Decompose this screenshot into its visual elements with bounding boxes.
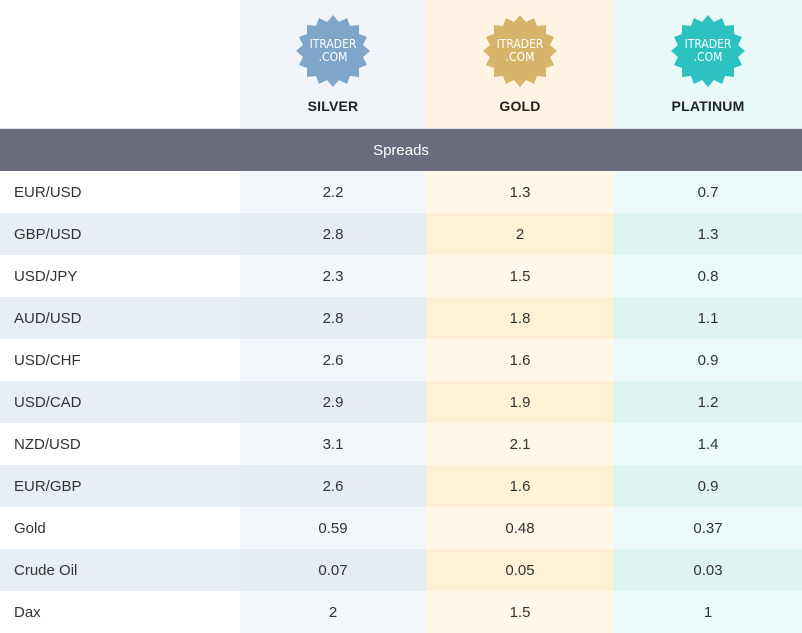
- badge-line-1: ITRADER: [309, 37, 357, 51]
- gold-spread-value: 1.6: [426, 465, 614, 507]
- plan-column-gold: ITRADER .COM GOLD: [426, 0, 614, 128]
- header-blank-cell: [0, 0, 240, 128]
- badge-line-2: .COM: [505, 50, 535, 64]
- platinum-spread-value: 1.3: [614, 213, 802, 255]
- platinum-spread-value: 0.9: [614, 465, 802, 507]
- table-row: Dax 2 1.5 1: [0, 591, 802, 633]
- table-row: AUD/USD 2.8 1.8 1.1: [0, 297, 802, 339]
- platinum-spread-value: 1.4: [614, 423, 802, 465]
- plan-name-platinum: PLATINUM: [671, 98, 745, 114]
- table-row: USD/CAD 2.9 1.9 1.2: [0, 381, 802, 423]
- silver-spread-value: 0.07: [240, 549, 426, 591]
- instrument-label: NZD/USD: [0, 423, 240, 465]
- silver-spread-value: 2.8: [240, 297, 426, 339]
- silver-spread-value: 2.9: [240, 381, 426, 423]
- badge-text: ITRADER .COM: [479, 10, 561, 92]
- gold-spread-value: 2: [426, 213, 614, 255]
- gold-spread-value: 1.9: [426, 381, 614, 423]
- silver-spread-value: 2.2: [240, 171, 426, 213]
- instrument-label: USD/JPY: [0, 255, 240, 297]
- plan-header-row: ITRADER .COM SILVER ITRADER .COM GOLD: [0, 0, 802, 129]
- badge-shape: [483, 15, 557, 87]
- instrument-label: AUD/USD: [0, 297, 240, 339]
- badge-shape: [671, 15, 745, 87]
- badge-star-shape: [483, 15, 557, 87]
- table-row: EUR/GBP 2.6 1.6 0.9: [0, 465, 802, 507]
- instrument-label: Gold: [0, 507, 240, 549]
- silver-spread-value: 2.3: [240, 255, 426, 297]
- section-title: Spreads: [373, 141, 429, 159]
- silver-spread-value: 2.6: [240, 339, 426, 381]
- badge-line-2: .COM: [318, 50, 348, 64]
- platinum-spread-value: 1: [614, 591, 802, 633]
- table-row: GBP/USD 2.8 2 1.3: [0, 213, 802, 255]
- instrument-label: EUR/GBP: [0, 465, 240, 507]
- badge-line-1: ITRADER: [684, 37, 732, 51]
- plan-column-platinum: ITRADER .COM PLATINUM: [614, 0, 802, 128]
- itrader-badge-icon: ITRADER .COM: [292, 10, 374, 92]
- platinum-spread-value: 0.03: [614, 549, 802, 591]
- platinum-spread-value: 0.8: [614, 255, 802, 297]
- instrument-label: GBP/USD: [0, 213, 240, 255]
- badge-text: ITRADER .COM: [667, 10, 749, 92]
- platinum-spread-value: 1.1: [614, 297, 802, 339]
- plan-column-silver: ITRADER .COM SILVER: [240, 0, 426, 128]
- silver-spread-value: 3.1: [240, 423, 426, 465]
- silver-spread-value: 2.8: [240, 213, 426, 255]
- gold-spread-value: 1.6: [426, 339, 614, 381]
- badge-star-shape: [296, 15, 370, 87]
- plan-name-gold: GOLD: [499, 98, 541, 114]
- gold-spread-value: 1.3: [426, 171, 614, 213]
- gold-spread-value: 1.5: [426, 591, 614, 633]
- silver-spread-value: 0.59: [240, 507, 426, 549]
- gold-spread-value: 0.05: [426, 549, 614, 591]
- silver-spread-value: 2.6: [240, 465, 426, 507]
- gold-spread-value: 1.5: [426, 255, 614, 297]
- badge-shape: [296, 15, 370, 87]
- badge-line-2: .COM: [693, 50, 723, 64]
- instrument-label: Dax: [0, 591, 240, 633]
- instrument-label: EUR/USD: [0, 171, 240, 213]
- gold-spread-value: 1.8: [426, 297, 614, 339]
- gold-spread-value: 2.1: [426, 423, 614, 465]
- badge-line-1: ITRADER: [496, 37, 544, 51]
- platinum-spread-value: 0.37: [614, 507, 802, 549]
- section-header-spreads: Spreads: [0, 129, 802, 171]
- platinum-spread-value: 0.7: [614, 171, 802, 213]
- table-row: NZD/USD 3.1 2.1 1.4: [0, 423, 802, 465]
- platinum-spread-value: 1.2: [614, 381, 802, 423]
- plan-name-silver: SILVER: [307, 98, 359, 114]
- itrader-badge-icon: ITRADER .COM: [667, 10, 749, 92]
- gold-spread-value: 0.48: [426, 507, 614, 549]
- badge-text: ITRADER .COM: [292, 10, 374, 92]
- itrader-badge-icon: ITRADER .COM: [479, 10, 561, 92]
- badge-star-shape: [671, 15, 745, 87]
- instrument-label: USD/CHF: [0, 339, 240, 381]
- table-row: Crude Oil 0.07 0.05 0.03: [0, 549, 802, 591]
- table-row: USD/JPY 2.3 1.5 0.8: [0, 255, 802, 297]
- platinum-spread-value: 0.9: [614, 339, 802, 381]
- table-row: Gold 0.59 0.48 0.37: [0, 507, 802, 549]
- table-row: EUR/USD 2.2 1.3 0.7: [0, 171, 802, 213]
- instrument-label: Crude Oil: [0, 549, 240, 591]
- spreads-rows: EUR/USD 2.2 1.3 0.7 GBP/USD 2.8 2 1.3 USD/JPY 2.3…: [0, 171, 802, 633]
- silver-spread-value: 2: [240, 591, 426, 633]
- instrument-label: USD/CAD: [0, 381, 240, 423]
- table-row: USD/CHF 2.6 1.6 0.9: [0, 339, 802, 381]
